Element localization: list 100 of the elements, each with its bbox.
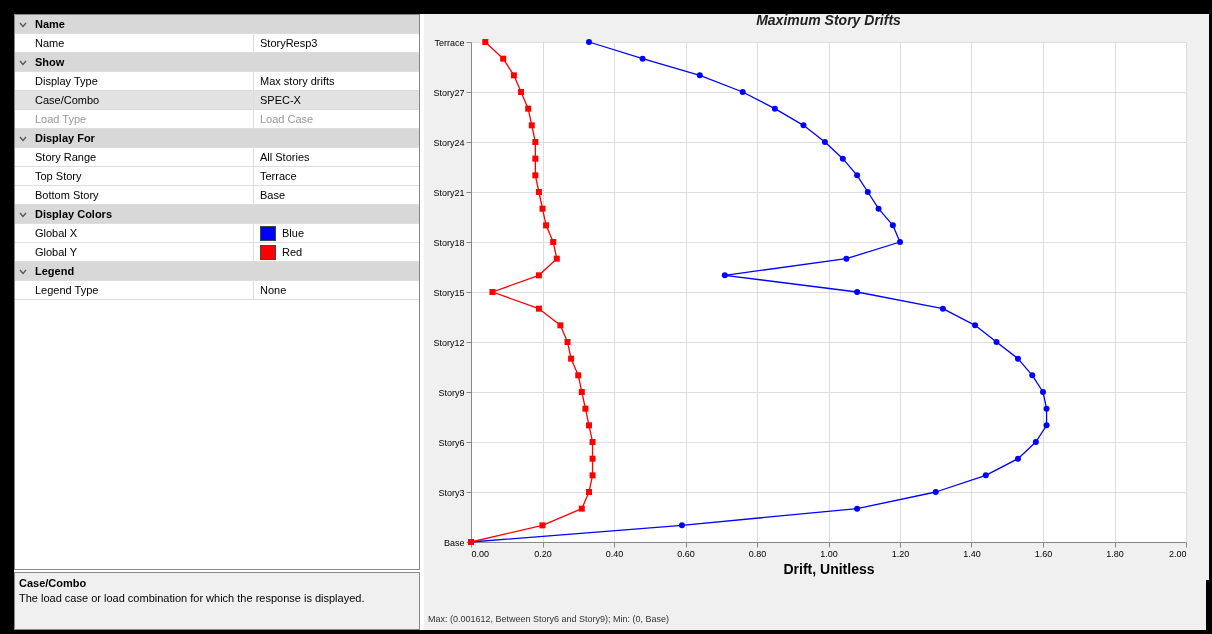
y-tick-label: Story6 xyxy=(438,437,465,448)
text: Case/Combo xyxy=(15,91,254,109)
y-tick-label: Story18 xyxy=(433,237,465,248)
point xyxy=(1014,455,1021,462)
point xyxy=(575,372,582,379)
point xyxy=(535,189,542,195)
point xyxy=(854,172,861,179)
x-tick-label: 0.20 xyxy=(534,548,552,559)
text: StoryResp3 xyxy=(260,36,318,51)
point xyxy=(993,339,1000,345)
text: Red xyxy=(282,245,303,260)
point xyxy=(839,155,846,162)
y-tick-label: Story9 xyxy=(438,387,465,398)
point xyxy=(771,105,778,112)
text: Max story drifts xyxy=(260,74,335,89)
point xyxy=(553,255,560,262)
y-tick-label: Story24 xyxy=(433,137,465,148)
text: Terrace xyxy=(260,169,297,184)
point xyxy=(489,289,496,295)
point xyxy=(1014,355,1021,362)
x-tick-label: 1.60 xyxy=(1034,548,1053,559)
point xyxy=(843,255,850,262)
text: Load Type xyxy=(15,110,254,128)
point xyxy=(525,105,532,112)
text: Load Case xyxy=(260,112,314,127)
point xyxy=(568,355,575,362)
x-tick-label: 0.60 xyxy=(677,548,695,559)
text: Story Range xyxy=(15,148,254,166)
point xyxy=(875,205,882,212)
point xyxy=(739,89,746,95)
point xyxy=(821,139,828,145)
text: Show xyxy=(34,55,65,70)
text: Display Colors xyxy=(34,207,113,222)
text: Blue xyxy=(282,226,305,241)
text: Legend xyxy=(34,264,75,279)
point xyxy=(535,305,542,312)
point xyxy=(532,139,539,145)
text: Global X xyxy=(15,224,254,242)
y-tick-label: Story12 xyxy=(433,337,465,348)
point xyxy=(582,405,589,412)
point xyxy=(1043,405,1050,412)
text: None xyxy=(260,283,287,298)
x-tick-label: 0.80 xyxy=(748,548,767,559)
point xyxy=(864,189,871,195)
point xyxy=(972,322,979,329)
y-tick-label: Story3 xyxy=(438,487,465,498)
point xyxy=(535,272,542,279)
point xyxy=(639,55,646,62)
point xyxy=(585,422,592,429)
text: Display For xyxy=(34,131,95,146)
point xyxy=(889,222,896,229)
text: SPEC-X xyxy=(260,93,301,108)
y-tick-label: Story27 xyxy=(433,87,465,98)
point xyxy=(897,239,903,245)
point xyxy=(1043,422,1050,429)
text: Global Y xyxy=(15,243,254,261)
point xyxy=(528,122,535,129)
text: Case/Combo xyxy=(19,577,88,589)
text: The load case or load combination for which the response is displayed. xyxy=(19,592,366,604)
chart-title: Maximum Story Drifts xyxy=(756,12,902,28)
x-tick-label: 0.40 xyxy=(605,548,624,559)
point xyxy=(854,289,861,295)
y-tick-label: Story21 xyxy=(433,187,465,198)
point xyxy=(578,389,585,395)
text: All Stories xyxy=(260,150,310,165)
point xyxy=(1040,389,1046,395)
text: Bottom Story xyxy=(15,186,254,204)
point xyxy=(932,489,939,495)
text: Legend Type xyxy=(15,281,254,299)
x-tick-label: 0.00 xyxy=(471,548,490,559)
point xyxy=(532,172,539,179)
point xyxy=(696,72,703,79)
point xyxy=(539,522,546,529)
point xyxy=(589,439,596,445)
y-tick-label: Base xyxy=(443,537,465,548)
point xyxy=(585,39,592,45)
point xyxy=(543,222,550,229)
y-tick-label: Story15 xyxy=(433,287,465,298)
text: Max: (0.001612, Between Story6 and Story9); Min: (0, Base) xyxy=(428,614,670,624)
point xyxy=(518,89,525,95)
point xyxy=(721,272,728,279)
point xyxy=(589,455,596,462)
text: Top Story xyxy=(15,167,254,185)
text: Display Type xyxy=(15,72,254,90)
point xyxy=(800,122,807,129)
point xyxy=(854,505,861,512)
x-tick-label: 1.20 xyxy=(891,548,910,559)
y-tick-label: Terrace xyxy=(434,37,465,48)
point xyxy=(982,472,989,479)
point xyxy=(585,489,592,495)
x-axis-title: Drift, Unitless xyxy=(783,560,875,577)
point xyxy=(564,339,571,345)
point xyxy=(578,505,585,512)
x-tick-label: 1.40 xyxy=(963,548,981,559)
point xyxy=(482,39,489,45)
text: Name xyxy=(15,34,254,52)
point xyxy=(510,72,517,79)
point xyxy=(532,155,539,162)
point xyxy=(1029,372,1036,379)
x-tick-label: 1.80 xyxy=(1106,548,1124,559)
